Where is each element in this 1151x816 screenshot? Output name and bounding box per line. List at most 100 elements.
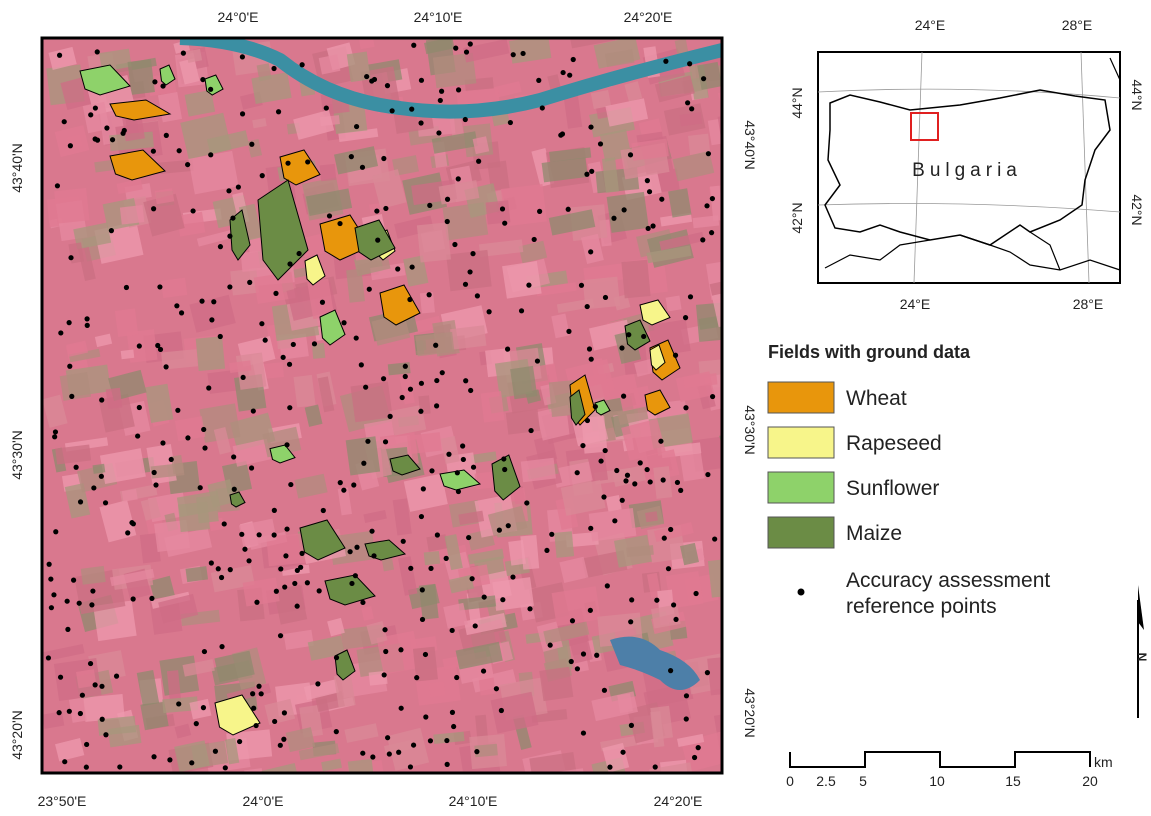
reference-point <box>647 189 652 194</box>
parcel <box>621 260 650 299</box>
parcel <box>161 278 187 299</box>
reference-point <box>247 280 252 285</box>
reference-point <box>367 287 372 292</box>
reference-point <box>710 196 715 201</box>
reference-point <box>124 285 129 290</box>
reference-point <box>693 591 698 596</box>
reference-point <box>371 553 376 558</box>
reference-point <box>537 209 542 214</box>
reference-point <box>621 394 626 399</box>
reference-point <box>646 226 651 231</box>
reference-point <box>628 619 633 624</box>
reference-point <box>549 532 554 537</box>
reference-point <box>544 548 549 553</box>
reference-point <box>611 216 616 221</box>
reference-point <box>278 633 283 638</box>
legend-point <box>798 589 805 596</box>
reference-point <box>487 309 492 314</box>
reference-point <box>125 530 130 535</box>
reference-point <box>200 77 205 82</box>
reference-point <box>67 320 72 325</box>
parcel <box>127 59 154 95</box>
top-coordinate-label: 24°20'E <box>624 9 673 25</box>
reference-point <box>199 299 204 304</box>
reference-point <box>527 606 532 611</box>
reference-point <box>181 51 186 56</box>
reference-point <box>351 482 356 487</box>
reference-point <box>482 594 487 599</box>
reference-point <box>710 394 715 399</box>
reference-point <box>254 723 259 728</box>
reference-point <box>653 764 658 769</box>
reference-point <box>354 545 359 550</box>
reference-point <box>654 598 659 603</box>
reference-point <box>612 518 617 523</box>
inset-top-label: 24°E <box>915 17 946 33</box>
reference-point <box>650 223 655 228</box>
reference-point <box>288 482 293 487</box>
reference-point <box>93 682 98 687</box>
reference-point <box>213 749 218 754</box>
parcel <box>60 372 91 401</box>
reference-point <box>149 596 154 601</box>
reference-point <box>174 303 179 308</box>
reference-point <box>360 751 365 756</box>
parcel <box>320 164 337 181</box>
reference-point <box>361 461 366 466</box>
reference-point <box>95 49 100 54</box>
scale-label: 5 <box>859 773 867 789</box>
reference-point <box>53 429 58 434</box>
inset-right-label: 42°N <box>1129 194 1145 225</box>
reference-point <box>135 433 140 438</box>
right-coordinate-label: 43°20'N <box>742 688 758 738</box>
reference-point <box>47 562 52 567</box>
reference-point <box>629 723 634 728</box>
reference-point <box>375 238 380 243</box>
top-coordinate-label: 24°10'E <box>414 9 463 25</box>
parcel <box>429 682 445 697</box>
reference-point <box>408 764 413 769</box>
reference-point <box>160 440 165 445</box>
reference-point <box>305 159 310 164</box>
parcel <box>607 192 649 233</box>
reference-point <box>89 602 94 607</box>
reference-point <box>712 536 717 541</box>
reference-point <box>519 308 524 313</box>
reference-point <box>273 291 278 296</box>
reference-point <box>58 330 63 335</box>
reference-point <box>300 62 305 67</box>
parcel <box>554 531 574 558</box>
reference-point <box>90 588 95 593</box>
parcel <box>521 458 556 483</box>
reference-point <box>68 255 73 260</box>
reference-point <box>46 655 51 660</box>
reference-point <box>468 41 473 46</box>
reference-point <box>285 161 290 166</box>
reference-point <box>284 526 289 531</box>
reference-point <box>452 242 457 247</box>
reference-point <box>395 266 400 271</box>
reference-point <box>473 623 478 628</box>
reference-point <box>419 381 424 386</box>
reference-point <box>99 474 104 479</box>
reference-point <box>463 117 468 122</box>
reference-point <box>401 539 406 544</box>
reference-point <box>705 472 710 477</box>
reference-point <box>589 169 594 174</box>
reference-point <box>67 364 72 369</box>
legend-label: Rapeseed <box>846 432 942 455</box>
reference-point <box>93 105 98 110</box>
reference-point <box>57 710 62 715</box>
reference-point <box>528 428 533 433</box>
reference-point <box>58 675 63 680</box>
reference-point <box>463 282 468 287</box>
reference-point <box>271 66 276 71</box>
reference-point <box>588 249 593 254</box>
reference-point <box>240 111 245 116</box>
reference-point <box>567 73 572 78</box>
reference-point <box>645 178 650 183</box>
reference-point <box>341 488 346 493</box>
reference-point <box>251 408 256 413</box>
reference-point <box>67 709 72 714</box>
